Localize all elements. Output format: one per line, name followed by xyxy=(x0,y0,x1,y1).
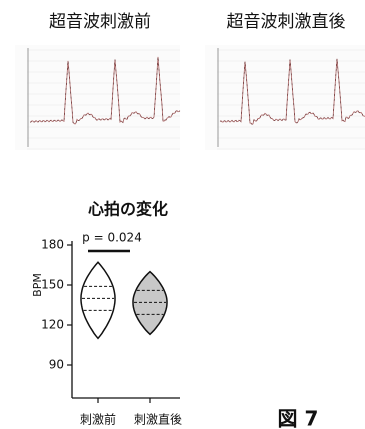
y-tick-label: 180 xyxy=(41,238,64,252)
y-tick-label: 150 xyxy=(41,278,64,292)
panel-label: 超音波刺激前 xyxy=(49,12,151,32)
violin xyxy=(81,262,115,338)
annotation: p = 0.024 xyxy=(82,231,142,245)
y-tick-label: 120 xyxy=(41,318,64,332)
y-tick-label: 90 xyxy=(49,358,64,372)
figure: 超音波刺激前 超音波刺激直後 心拍の変化 BPM 図 7 90120150180… xyxy=(0,0,365,429)
x-tick-label: 刺激前 xyxy=(80,412,116,427)
figure-label: 図 7 xyxy=(278,407,319,429)
ecg-panels xyxy=(15,45,365,150)
chart-title: 心拍の変化 xyxy=(88,200,168,219)
panel-label: 超音波刺激直後 xyxy=(227,12,346,32)
x-tick-label: 刺激直後 xyxy=(134,413,182,427)
violin xyxy=(133,272,167,335)
